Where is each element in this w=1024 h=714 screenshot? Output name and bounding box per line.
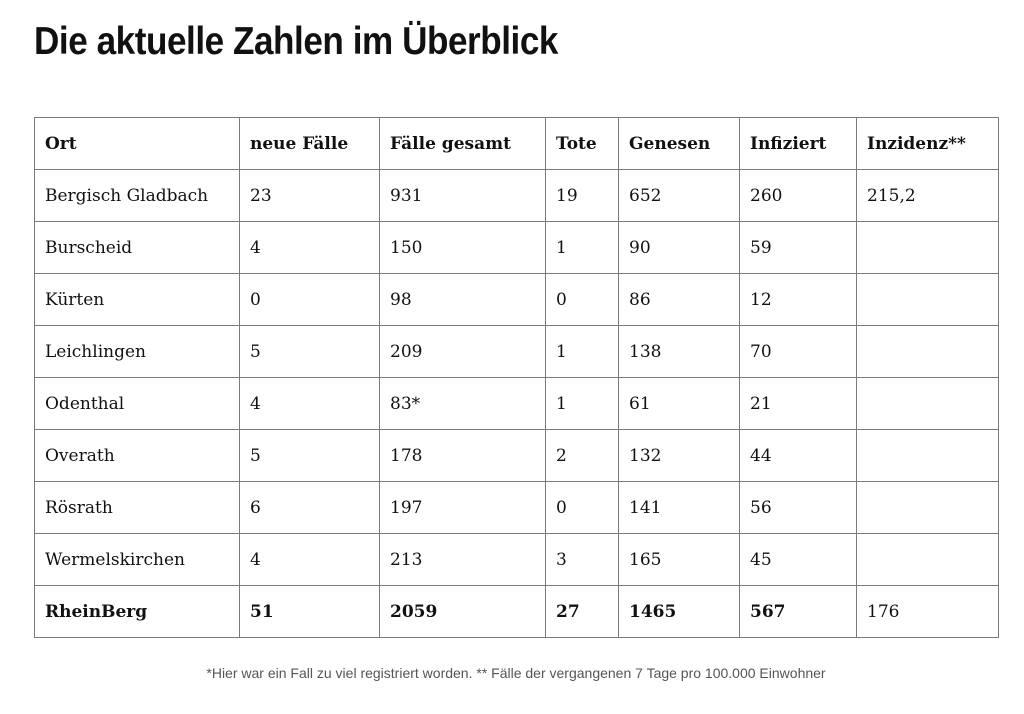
cell-genesen: 165 [618, 533, 740, 586]
total-neue-faelle: 51 [239, 585, 380, 638]
header-neue-faelle: neue Fälle [239, 117, 380, 170]
cell-infiziert: 44 [739, 429, 857, 482]
cell-infiziert: 59 [739, 221, 857, 274]
table-row: Rösrath 6 197 0 141 56 [34, 481, 999, 534]
header-infiziert: Infiziert [739, 117, 857, 170]
cell-ort: Overath [34, 429, 240, 482]
cell-neue-faelle: 6 [239, 481, 380, 534]
cell-inzidenz [856, 377, 999, 430]
table-row: Odenthal 4 83* 1 61 21 [34, 377, 999, 430]
cell-tote: 0 [545, 273, 619, 326]
cell-inzidenz [856, 429, 999, 482]
table-row: Overath 5 178 2 132 44 [34, 429, 999, 482]
header-ort: Ort [34, 117, 240, 170]
cell-tote: 19 [545, 169, 619, 222]
cell-inzidenz [856, 481, 999, 534]
cell-faelle-gesamt: 197 [379, 481, 546, 534]
cell-genesen: 132 [618, 429, 740, 482]
cell-neue-faelle: 23 [239, 169, 380, 222]
cell-ort: Leichlingen [34, 325, 240, 378]
cell-inzidenz [856, 533, 999, 586]
total-faelle-gesamt: 2059 [379, 585, 546, 638]
cell-neue-faelle: 0 [239, 273, 380, 326]
table-row: Burscheid 4 150 1 90 59 [34, 221, 999, 274]
header-tote: Tote [545, 117, 619, 170]
cell-faelle-gesamt: 83* [379, 377, 546, 430]
footnote: *Hier war ein Fall zu viel registriert w… [206, 665, 826, 681]
cell-genesen: 652 [618, 169, 740, 222]
cell-faelle-gesamt: 98 [379, 273, 546, 326]
header-faelle-gesamt: Fälle gesamt [379, 117, 546, 170]
total-infiziert: 567 [739, 585, 857, 638]
cell-tote: 1 [545, 377, 619, 430]
cell-faelle-gesamt: 213 [379, 533, 546, 586]
cell-inzidenz [856, 273, 999, 326]
cell-faelle-gesamt: 178 [379, 429, 546, 482]
covid-cases-table: Ort neue Fälle Fälle gesamt Tote Genesen… [34, 117, 999, 638]
cell-neue-faelle: 5 [239, 325, 380, 378]
table-header-row: Ort neue Fälle Fälle gesamt Tote Genesen… [34, 117, 999, 170]
cell-infiziert: 260 [739, 169, 857, 222]
cell-inzidenz: 215,2 [856, 169, 999, 222]
cell-tote: 1 [545, 221, 619, 274]
cell-genesen: 90 [618, 221, 740, 274]
table-total-row: RheinBerg 51 2059 27 1465 567 176 [34, 585, 999, 638]
total-genesen: 1465 [618, 585, 740, 638]
header-inzidenz: Inzidenz** [856, 117, 999, 170]
cell-infiziert: 45 [739, 533, 857, 586]
cell-genesen: 138 [618, 325, 740, 378]
page-title: Die aktuelle Zahlen im Überblick [34, 20, 558, 63]
cell-neue-faelle: 4 [239, 533, 380, 586]
cell-neue-faelle: 5 [239, 429, 380, 482]
total-ort: RheinBerg [34, 585, 240, 638]
total-inzidenz: 176 [856, 585, 999, 638]
cell-genesen: 141 [618, 481, 740, 534]
cell-faelle-gesamt: 209 [379, 325, 546, 378]
cell-ort: Burscheid [34, 221, 240, 274]
cell-inzidenz [856, 325, 999, 378]
cell-neue-faelle: 4 [239, 377, 380, 430]
cell-tote: 3 [545, 533, 619, 586]
cell-ort: Kürten [34, 273, 240, 326]
cell-ort: Bergisch Gladbach [34, 169, 240, 222]
table-row: Wermelskirchen 4 213 3 165 45 [34, 533, 999, 586]
header-genesen: Genesen [618, 117, 740, 170]
cell-inzidenz [856, 221, 999, 274]
cell-neue-faelle: 4 [239, 221, 380, 274]
cell-faelle-gesamt: 931 [379, 169, 546, 222]
cell-tote: 0 [545, 481, 619, 534]
cell-ort: Odenthal [34, 377, 240, 430]
cell-genesen: 86 [618, 273, 740, 326]
total-tote: 27 [545, 585, 619, 638]
table-row: Bergisch Gladbach 23 931 19 652 260 215,… [34, 169, 999, 222]
cell-tote: 2 [545, 429, 619, 482]
cell-infiziert: 56 [739, 481, 857, 534]
cell-ort: Wermelskirchen [34, 533, 240, 586]
cell-genesen: 61 [618, 377, 740, 430]
cell-infiziert: 21 [739, 377, 857, 430]
table-row: Leichlingen 5 209 1 138 70 [34, 325, 999, 378]
cell-tote: 1 [545, 325, 619, 378]
cell-ort: Rösrath [34, 481, 240, 534]
cell-faelle-gesamt: 150 [379, 221, 546, 274]
table-row: Kürten 0 98 0 86 12 [34, 273, 999, 326]
cell-infiziert: 70 [739, 325, 857, 378]
cell-infiziert: 12 [739, 273, 857, 326]
